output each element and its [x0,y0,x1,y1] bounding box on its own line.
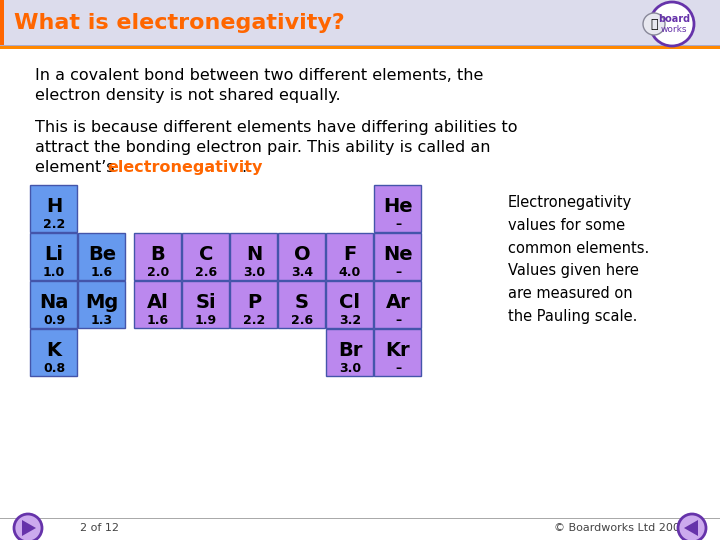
Text: Ar: Ar [386,293,410,312]
Bar [182,281,229,328]
Bar [134,281,181,328]
Circle shape [678,514,706,540]
Bar [30,329,77,376]
Bar [0,46,720,49]
Text: 2.0: 2.0 [147,266,169,279]
Text: Be: Be [88,245,116,264]
Text: P: P [247,293,261,312]
Bar [326,281,373,328]
Text: Cl: Cl [340,293,361,312]
Text: electron density is not shared equally.: electron density is not shared equally. [35,88,341,103]
Text: Kr: Kr [386,341,410,360]
Text: Electronegativity
values for some
common elements.
Values given here
are measure: Electronegativity values for some common… [508,195,649,324]
Text: 3.4: 3.4 [291,266,313,279]
Text: In a covalent bond between two different elements, the: In a covalent bond between two different… [35,68,483,83]
Text: N: N [246,245,262,264]
Text: This is because different elements have differing abilities to: This is because different elements have … [35,120,518,135]
Text: B: B [150,245,166,264]
Bar [30,233,77,280]
Text: Ne: Ne [383,245,413,264]
Text: works: works [661,24,688,33]
Bar [0,45,720,46]
Text: 0.9: 0.9 [43,314,65,327]
Text: 2 of 12: 2 of 12 [81,523,120,533]
Text: © Boardworks Ltd 2009: © Boardworks Ltd 2009 [554,523,686,533]
Text: H: H [46,197,62,216]
Text: attract the bonding electron pair. This ability is called an: attract the bonding electron pair. This … [35,140,490,155]
Bar [0,518,720,519]
Polygon shape [22,520,36,536]
Text: Si: Si [196,293,216,312]
Text: .: . [241,160,246,175]
Text: What is electronegativity?: What is electronegativity? [14,13,345,33]
Bar [0,0,4,46]
Bar [78,233,125,280]
Text: 1.6: 1.6 [147,314,169,327]
Text: 1.3: 1.3 [91,314,113,327]
Bar [0,0,720,46]
Bar [30,281,77,328]
Bar [374,329,421,376]
Bar [374,185,421,232]
Text: board: board [658,14,690,24]
Bar [182,233,229,280]
Text: 2.6: 2.6 [291,314,313,327]
Text: 4.0: 4.0 [339,266,361,279]
Bar [278,233,325,280]
Bar [230,233,277,280]
Text: Al: Al [147,293,169,312]
Bar [78,281,125,328]
Text: C: C [199,245,213,264]
Bar [230,281,277,328]
Text: –: – [395,362,401,375]
Bar [30,185,77,232]
Text: element’s: element’s [35,160,120,175]
Circle shape [650,2,694,46]
Text: Na: Na [40,293,68,312]
Bar [374,281,421,328]
Text: 2.2: 2.2 [43,218,65,231]
Bar [134,233,181,280]
Text: 2.2: 2.2 [243,314,265,327]
Text: He: He [383,197,413,216]
Bar [374,233,421,280]
Text: 0.8: 0.8 [43,362,65,375]
Text: Li: Li [45,245,63,264]
Text: –: – [395,314,401,327]
Text: Mg: Mg [86,293,119,312]
Text: 1.6: 1.6 [91,266,113,279]
Text: 📖: 📖 [650,17,658,30]
Text: 2.6: 2.6 [195,266,217,279]
Text: electronegativity: electronegativity [107,160,262,175]
Text: S: S [295,293,309,312]
Text: 1.0: 1.0 [43,266,65,279]
Text: 3.2: 3.2 [339,314,361,327]
Text: K: K [47,341,61,360]
Text: O: O [294,245,310,264]
Polygon shape [684,520,698,536]
Text: –: – [395,218,401,231]
Circle shape [14,514,42,540]
Bar [326,233,373,280]
Bar [278,281,325,328]
Bar [326,329,373,376]
Text: 3.0: 3.0 [243,266,265,279]
Text: 3.0: 3.0 [339,362,361,375]
Text: –: – [395,266,401,279]
Text: Br: Br [338,341,362,360]
Text: 1.9: 1.9 [195,314,217,327]
Text: F: F [343,245,356,264]
Circle shape [643,13,665,35]
